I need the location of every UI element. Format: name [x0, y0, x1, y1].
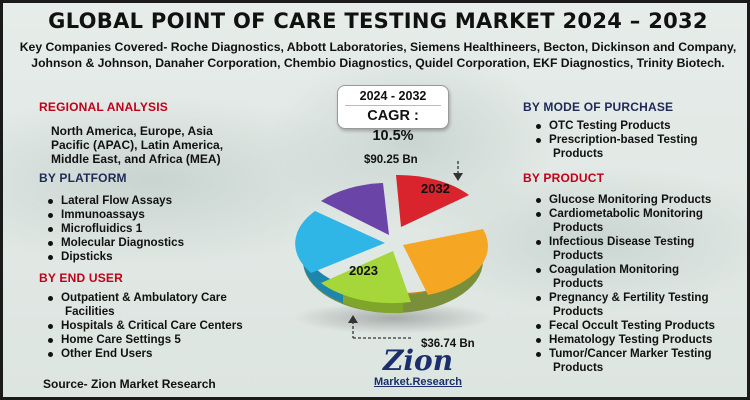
end-user-list: Outpatient & Ambulatory Care Facilities … — [43, 291, 243, 361]
cagr-years: 2024 - 2032 — [359, 89, 427, 103]
list-item: Glucose Monitoring Products — [531, 193, 715, 207]
list-item: Products — [553, 147, 604, 160]
list-item: Pregnancy & Fertility Testing — [531, 291, 715, 305]
platform-list: Lateral Flow Assays Immunoassays Microfl… — [43, 194, 184, 264]
arrow-2023-head — [348, 315, 358, 323]
list-item: Facilities — [65, 305, 115, 318]
mode-of-purchase-heading: BY MODE OF PURCHASE — [523, 100, 674, 114]
mode-of-purchase-list: OTC Testing Products Prescription-based … — [531, 119, 698, 161]
list-item: Home Care Settings 5 — [43, 333, 243, 347]
source-note: Source- Zion Market Research — [43, 377, 216, 391]
companies-line-1: Key Companies Covered- Roche Diagnostics… — [19, 40, 737, 54]
arrow-2032-head — [453, 173, 463, 181]
list-item: Products — [553, 249, 604, 262]
pie-slice-blue — [295, 211, 385, 273]
regional-line-2: Pacific (APAC), Latin America, — [51, 138, 224, 152]
product-heading: BY PRODUCT — [523, 171, 605, 185]
list-item: Hematology Testing Products — [531, 333, 715, 347]
regional-analysis-text: North America, Europe, Asia Pacific (APA… — [51, 124, 223, 166]
list-item: Products — [553, 277, 604, 290]
list-item: Immunoassays — [43, 208, 184, 222]
regional-line-3: Middle East, and Africa (MEA) — [51, 152, 221, 166]
list-item: Products — [553, 221, 604, 234]
pie-slice-purple — [321, 183, 389, 235]
list-item: OTC Testing Products — [531, 119, 698, 133]
list-item: Products — [553, 305, 604, 318]
list-item: Lateral Flow Assays — [43, 194, 184, 208]
product-list: Glucose Monitoring Products Cardiometabo… — [531, 193, 715, 375]
logo-sub-text: Market.Research — [373, 376, 463, 388]
list-item: Coagulation Monitoring — [531, 263, 715, 277]
list-item: Cardiometabolic Monitoring — [531, 207, 715, 221]
platform-heading: BY PLATFORM — [39, 171, 127, 185]
list-item: Products — [553, 361, 604, 374]
list-item: Other End Users — [43, 347, 243, 361]
list-item: Microfluidics 1 — [43, 222, 184, 236]
value-2032-label: $90.25 Bn — [364, 154, 418, 166]
regional-analysis-heading: REGIONAL ANALYSIS — [39, 100, 168, 114]
list-item: Prescription-based Testing — [531, 133, 698, 147]
page-title: GLOBAL POINT OF CARE TESTING MARKET 2024… — [48, 9, 708, 33]
pie-shadow — [293, 302, 493, 334]
list-item: Dipsticks — [43, 250, 184, 264]
logo-main-text: Zion — [382, 344, 454, 377]
pie-chart: 2032 2023 — [293, 161, 493, 339]
pie-slice-orange — [403, 229, 488, 295]
cagr-value: CAGR : 10.5% — [345, 105, 441, 144]
list-item: Hospitals & Critical Care Centers — [43, 319, 243, 333]
list-item: Molecular Diagnostics — [43, 236, 184, 250]
pie-slice-green — [321, 251, 411, 304]
list-item: Tumor/Cancer Marker Testing — [531, 347, 715, 361]
pie-label-2032: 2032 — [421, 181, 450, 196]
regional-line-1: North America, Europe, Asia — [51, 124, 213, 138]
pie-slice-red — [396, 174, 469, 227]
list-item: Infectious Disease Testing — [531, 235, 715, 249]
pie-label-2023: 2023 — [349, 263, 378, 278]
value-2023-label: $36.74 Bn — [421, 338, 475, 350]
zion-logo: Zion Market.Research — [373, 346, 463, 396]
cagr-box: 2024 - 2032 CAGR : 10.5% — [337, 85, 449, 144]
list-item: Fecal Occult Testing Products — [531, 319, 715, 333]
list-item: Outpatient & Ambulatory Care — [43, 291, 243, 305]
companies-covered: Key Companies Covered- Roche Diagnostics… — [11, 39, 745, 71]
companies-line-2: Johnson & Johnson, Danaher Corporation, … — [31, 56, 725, 70]
end-user-heading: BY END USER — [39, 271, 123, 285]
